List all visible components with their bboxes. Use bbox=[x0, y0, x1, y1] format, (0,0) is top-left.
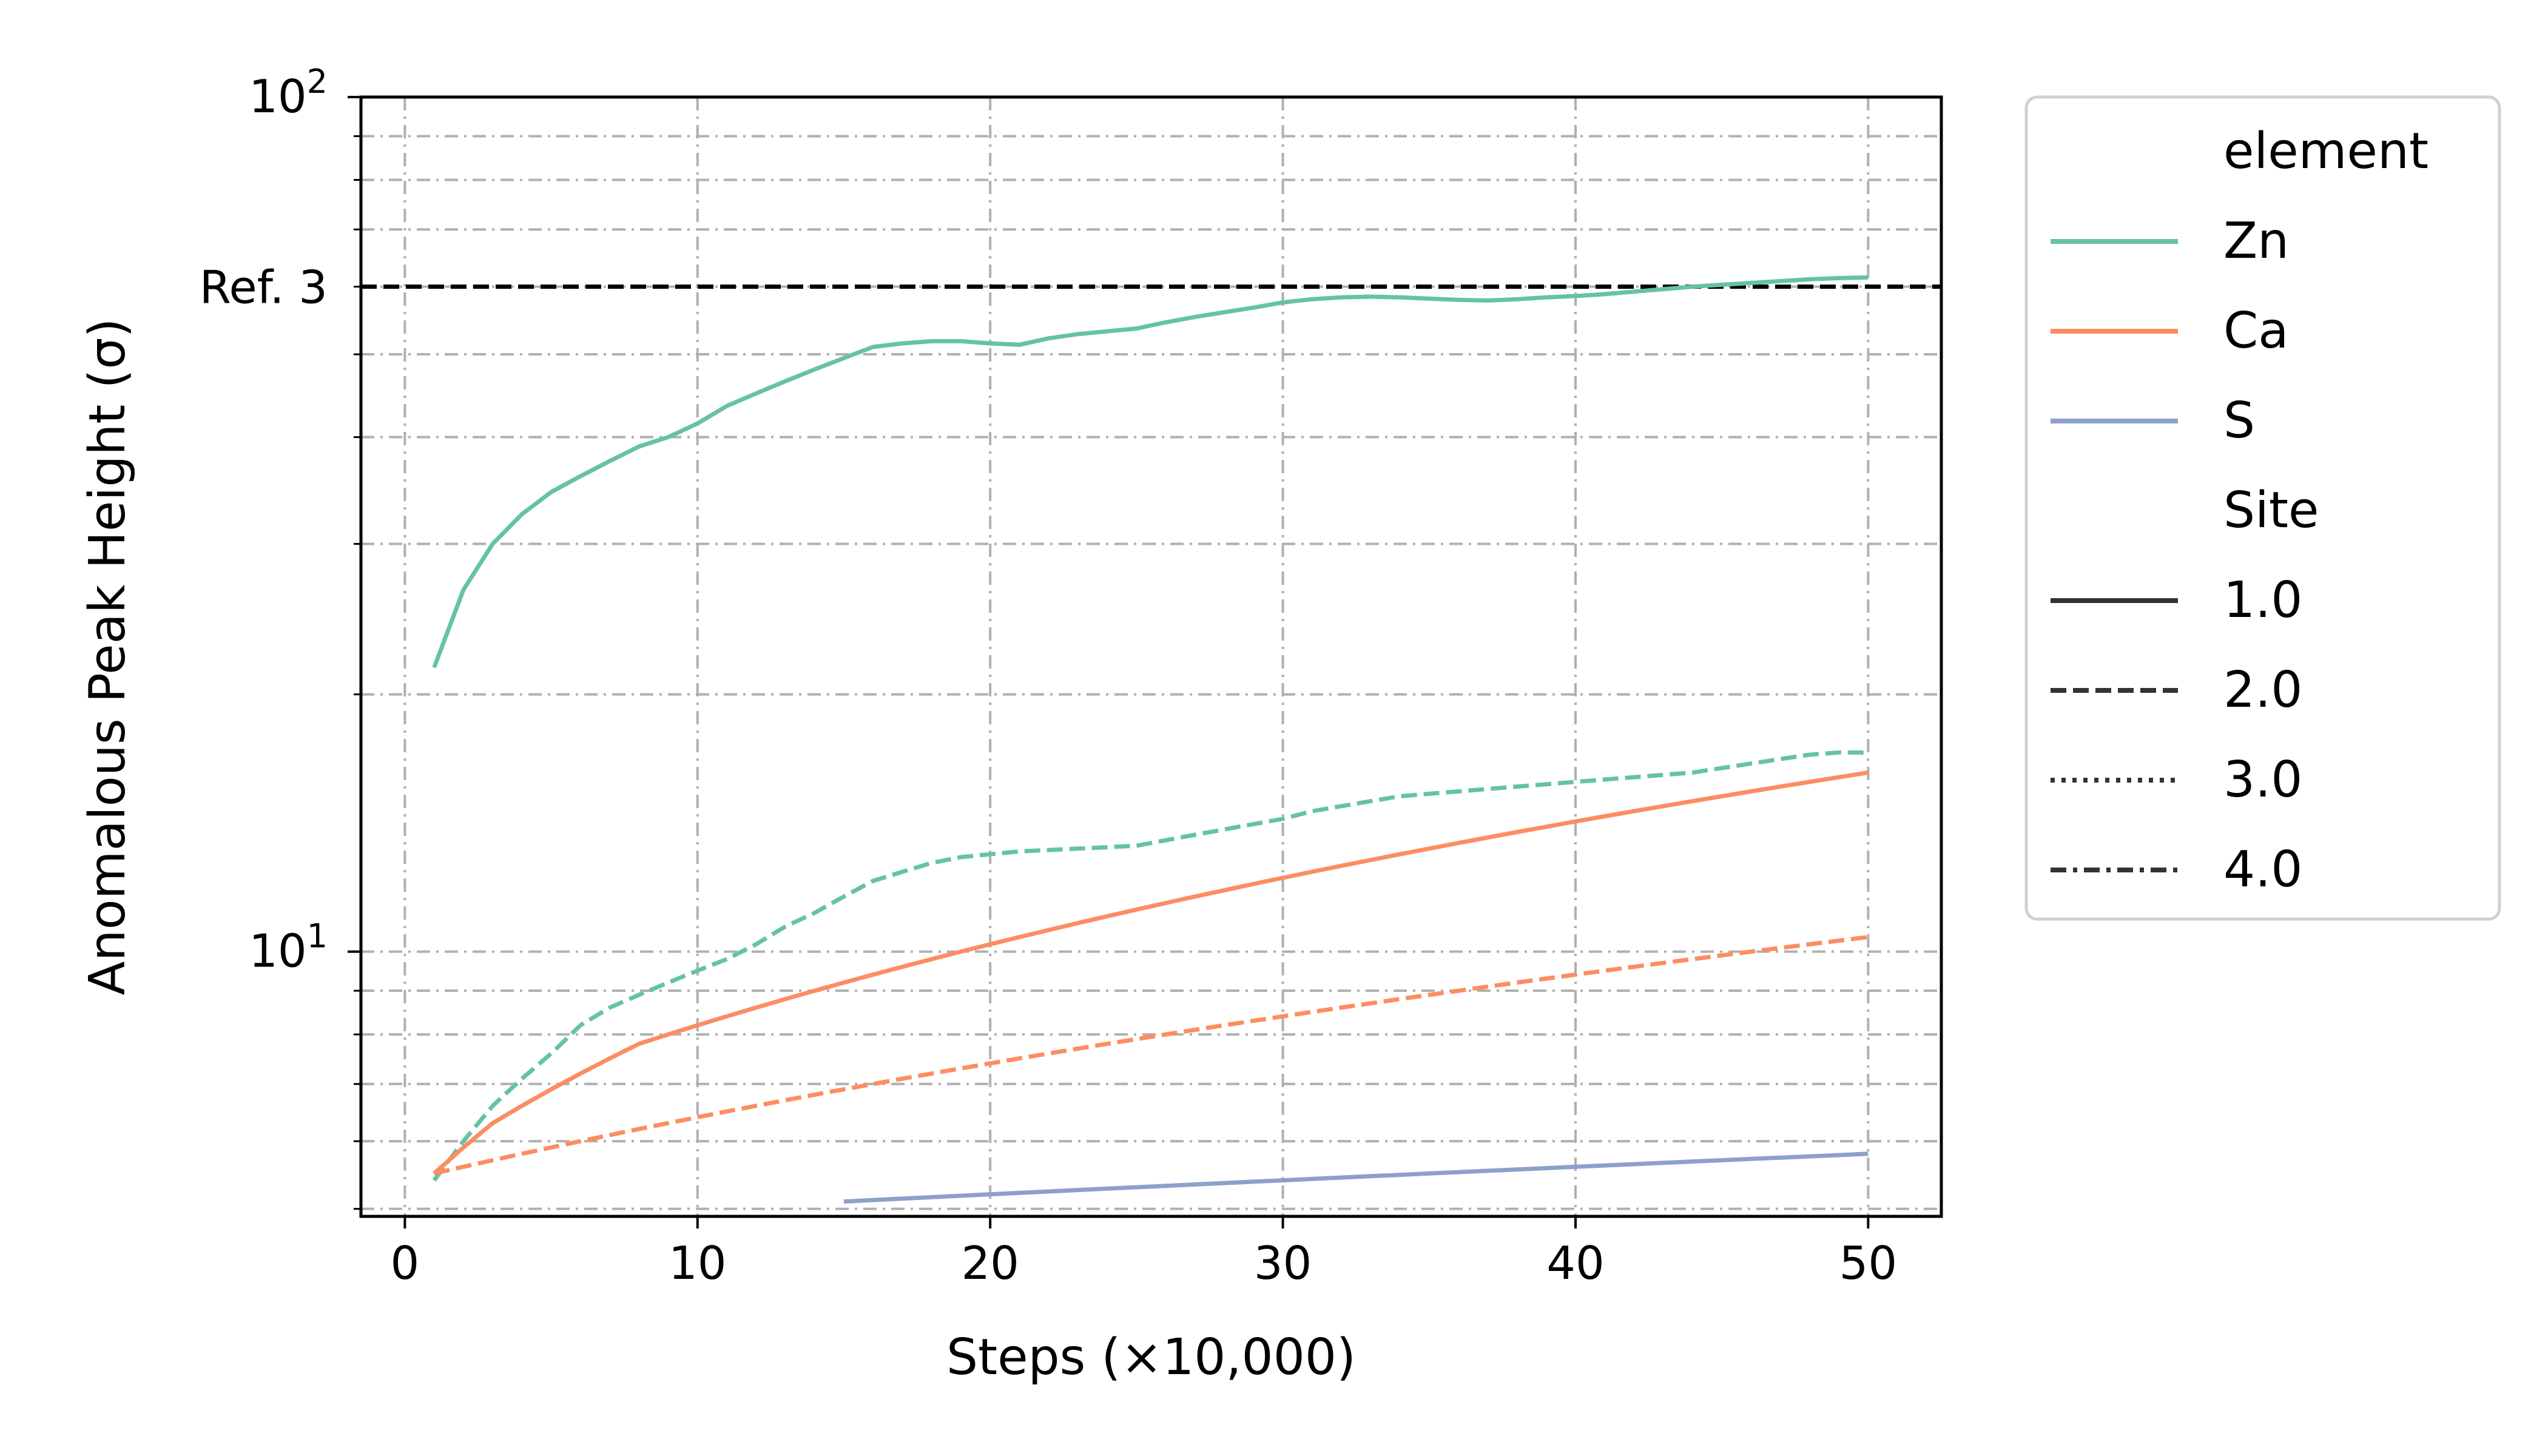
legend-label-site-4-0: 4.0 bbox=[2223, 841, 2302, 898]
x-tick-label: 20 bbox=[961, 1236, 1019, 1290]
plot-frame bbox=[359, 95, 1943, 1218]
grid-layer bbox=[361, 96, 1941, 1216]
y-tick-label: 102 bbox=[249, 62, 328, 123]
legend-label-ca: Ca bbox=[2223, 302, 2289, 360]
legend-hue-title: element bbox=[2223, 123, 2428, 180]
x-tick-label: 50 bbox=[1839, 1236, 1897, 1290]
series-line-zn-site-1-0 bbox=[432, 275, 1869, 669]
y-tick-label: 101 bbox=[249, 917, 328, 978]
x-tick-label: 30 bbox=[1254, 1236, 1312, 1290]
x-tick-label: 10 bbox=[669, 1236, 726, 1290]
legend: element Zn Ca S Site 1.0 2.0 3.0 4.0 bbox=[2024, 95, 2501, 921]
series-line-ca-site-1-0 bbox=[433, 770, 1869, 1175]
legend-label-zn: Zn bbox=[2223, 212, 2289, 270]
legend-style-title: Site bbox=[2223, 482, 2319, 539]
legend-box bbox=[2024, 95, 2501, 921]
series-line-zn-site-2-0 bbox=[432, 750, 1869, 1182]
legend-label-s: S bbox=[2223, 392, 2255, 450]
x-tick-label: 40 bbox=[1546, 1236, 1604, 1290]
series-line-ca-site-2-0 bbox=[433, 935, 1869, 1176]
x-axis-title: Steps (×10,000) bbox=[946, 1329, 1356, 1386]
series-line-s-site-1-0 bbox=[843, 1151, 1869, 1204]
legend-label-site-3-0: 3.0 bbox=[2223, 751, 2302, 809]
series-layer bbox=[432, 275, 1869, 1204]
y-axis-title: Anomalous Peak Height (σ) bbox=[79, 318, 136, 996]
x-tick-label: 0 bbox=[391, 1236, 420, 1290]
legend-label-site-2-0: 2.0 bbox=[2223, 661, 2302, 719]
legend-label-site-1-0: 1.0 bbox=[2223, 571, 2302, 629]
reference-line-label: Ref. 3 bbox=[200, 260, 328, 314]
axis-layer: 0 10 20 30 40 50 102 101 Ref. 3 bbox=[200, 62, 1897, 1290]
